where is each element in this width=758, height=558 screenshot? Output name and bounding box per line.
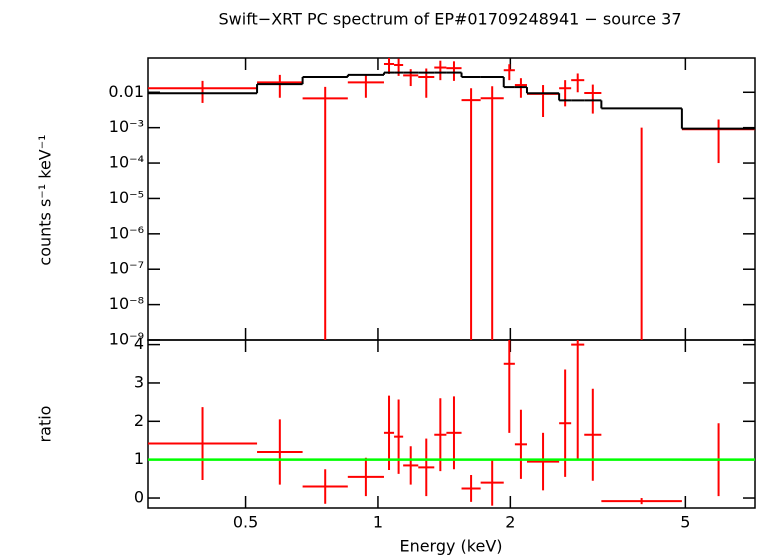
y-tick-label: 10⁻⁴ bbox=[109, 153, 144, 172]
panel-frame bbox=[147, 57, 756, 341]
y-tick-label: 2 bbox=[134, 411, 144, 430]
x-axis-label: Energy (keV) bbox=[399, 537, 502, 556]
y-tick-label: 10⁻⁶ bbox=[109, 223, 144, 242]
x-tick-label: 0.5 bbox=[233, 513, 258, 532]
y-tick-label: 3 bbox=[134, 372, 144, 391]
x-tick-label: 1 bbox=[373, 513, 383, 532]
y-tick-label: 1 bbox=[134, 449, 144, 468]
panel-frame bbox=[147, 339, 756, 509]
y-axis-label: ratio bbox=[36, 406, 55, 443]
y-tick-label: 10⁻³ bbox=[109, 117, 144, 136]
plot-area bbox=[148, 340, 755, 506]
y-tick-label: 10⁻⁷ bbox=[109, 259, 144, 278]
plot-area bbox=[148, 58, 755, 340]
y-tick-label: 10⁻⁵ bbox=[109, 188, 144, 207]
x-tick-label: 5 bbox=[680, 513, 690, 532]
chart-title: Swift−XRT PC spectrum of EP#01709248941 … bbox=[219, 10, 682, 29]
y-axis-label: counts s⁻¹ keV⁻¹ bbox=[36, 134, 55, 265]
y-tick-label: 0 bbox=[134, 488, 144, 507]
y-tick-label: 0.01 bbox=[108, 82, 144, 101]
x-tick-label: 2 bbox=[505, 513, 515, 532]
y-tick-label: 10⁻⁸ bbox=[109, 294, 144, 313]
y-tick-label: 4 bbox=[134, 334, 144, 353]
y-tick-label: 10⁻⁹ bbox=[109, 330, 144, 349]
